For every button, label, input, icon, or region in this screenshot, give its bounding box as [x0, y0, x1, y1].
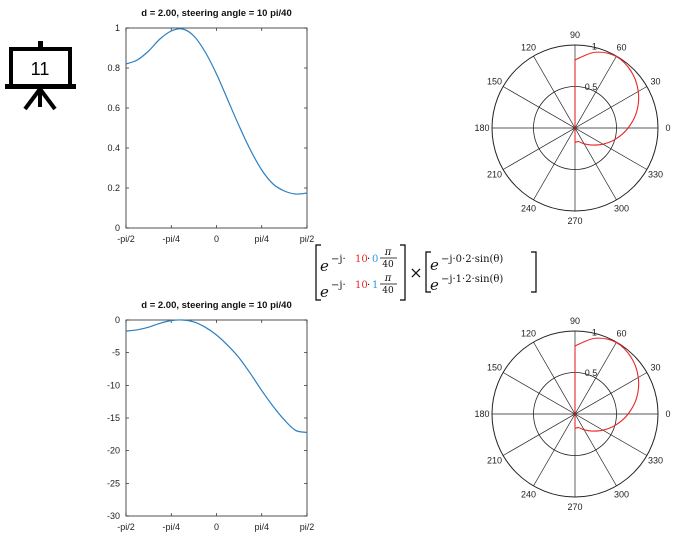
polar-angle-label: 150	[487, 363, 502, 373]
formula-m1-r1-prefix: −j·	[331, 254, 346, 265]
polar-angle-label: 0	[665, 123, 670, 133]
polar-angle-label: 330	[648, 170, 663, 180]
formula-m1-r1-k: 10	[355, 254, 368, 265]
slide-number: 11	[31, 59, 50, 79]
polar-angle-label: 30	[651, 363, 661, 373]
formula-m1-r2-den: 40	[382, 286, 394, 296]
polar-angle-label: 240	[521, 204, 536, 214]
polar-series-line	[574, 51, 640, 146]
polar-angle-label: 120	[521, 42, 536, 52]
formula-m1-r2-n: 1	[372, 280, 378, 291]
plot-frame	[125, 319, 308, 517]
y-tick-label: 0	[115, 315, 120, 325]
x-tick-label: pi/2	[300, 522, 315, 532]
x-tick-label: pi/4	[254, 522, 269, 532]
polar-angle-label: 210	[487, 170, 502, 180]
x-tick-label: pi/4	[254, 234, 269, 244]
polar-radius-label: 1	[592, 327, 597, 337]
formula-m1-r1-base: e	[320, 257, 329, 275]
steering-formula: e −j· 10 · 0 π 40 e −j· 10 · 1 π 40 × e …	[315, 244, 537, 301]
y-tick-label: 0.2	[107, 183, 120, 193]
formula-m1-r2-k: 10	[355, 280, 368, 291]
formula-m1-r2-prefix: −j·	[331, 280, 346, 291]
polar-angle-label: 30	[651, 77, 661, 87]
polar-angle-label: 150	[487, 77, 502, 87]
y-tick-label: -25	[107, 478, 120, 488]
y-tick-label: -10	[107, 380, 120, 390]
polar-angle-label: 300	[614, 204, 629, 214]
polar-chart-bottom: 0 30 60 90 120 150 180 210 240 270 300 330 0.5 1	[474, 316, 670, 512]
line-chart-top: d = 2.00, steering angle = 10 pi/40 0 0.2 0…	[107, 8, 314, 244]
series-line	[125, 28, 308, 195]
y-tick-label: 0.4	[107, 143, 120, 153]
formula-m1-r1-den: 40	[382, 260, 394, 270]
formula-m1-r1-num: π	[384, 247, 392, 258]
x-tick-label: pi/2	[300, 234, 315, 244]
formula-m2-r1-exp: −j·0·2·sin(θ)	[441, 254, 503, 265]
x-tick-label: 0	[214, 234, 219, 244]
polar-angle-label: 270	[567, 216, 582, 226]
plot-frame	[125, 27, 308, 229]
x-tick-label: -pi/4	[162, 234, 180, 244]
formula-m2-r2-exp: −j·1·2·sin(θ)	[441, 274, 503, 285]
polar-angle-label: 90	[570, 30, 580, 40]
formula-m1-r2-dot: ·	[367, 280, 370, 291]
chart-title: d = 2.00, steering angle = 10 pi/40	[141, 8, 292, 19]
polar-radius-label: 0.5	[585, 368, 598, 378]
x-tick-label: 0	[214, 522, 219, 532]
y-tick-label: 0.6	[107, 103, 120, 113]
polar-series-line	[574, 337, 640, 432]
polar-chart-top: 0 30 60 90 120 150 180 210 240 270 300 330 0.5 1	[474, 30, 670, 226]
formula-m2-r2-base: e	[430, 276, 439, 294]
polar-angle-label: 0	[665, 409, 670, 419]
polar-angle-label: 180	[474, 409, 489, 419]
polar-angle-label: 90	[570, 316, 580, 326]
series-line	[125, 319, 308, 433]
formula-m2-r1-base: e	[430, 256, 439, 274]
formula-times: ×	[409, 263, 422, 282]
y-tick-label: 1	[115, 23, 120, 33]
y-tick-label: -5	[112, 348, 120, 358]
y-tick-label: 0	[115, 223, 120, 233]
polar-angle-label: 210	[487, 456, 502, 466]
x-tick-label: -pi/4	[162, 522, 180, 532]
y-tick-label: -15	[107, 413, 120, 423]
y-tick-label: -20	[107, 446, 120, 456]
polar-angle-label: 60	[616, 42, 626, 52]
polar-angle-label: 120	[521, 328, 536, 338]
x-tick-label: -pi/2	[117, 522, 135, 532]
y-tick-label: -30	[107, 511, 120, 521]
formula-m1-r1-dot: ·	[367, 254, 370, 265]
y-tick-label: 0.8	[107, 63, 120, 73]
polar-angle-label: 300	[614, 490, 629, 500]
polar-angle-label: 240	[521, 490, 536, 500]
polar-radius-label: 1	[592, 41, 597, 51]
formula-m1-r1-n: 0	[372, 254, 378, 265]
polar-angle-label: 330	[648, 456, 663, 466]
chart-title: d = 2.00, steering angle = 10 pi/40	[141, 300, 292, 311]
polar-angle-label: 180	[474, 123, 489, 133]
polar-radius-label: 0.5	[585, 82, 598, 92]
polar-angle-label: 60	[616, 328, 626, 338]
x-tick-label: -pi/2	[117, 234, 135, 244]
polar-angle-label: 270	[567, 502, 582, 512]
presentation-board-icon	[5, 41, 76, 111]
formula-m1-r2-base: e	[320, 283, 329, 301]
formula-m1-r2-num: π	[384, 273, 392, 284]
line-chart-bottom: d = 2.00, steering angle = 10 pi/40 -30 -2…	[107, 300, 314, 532]
